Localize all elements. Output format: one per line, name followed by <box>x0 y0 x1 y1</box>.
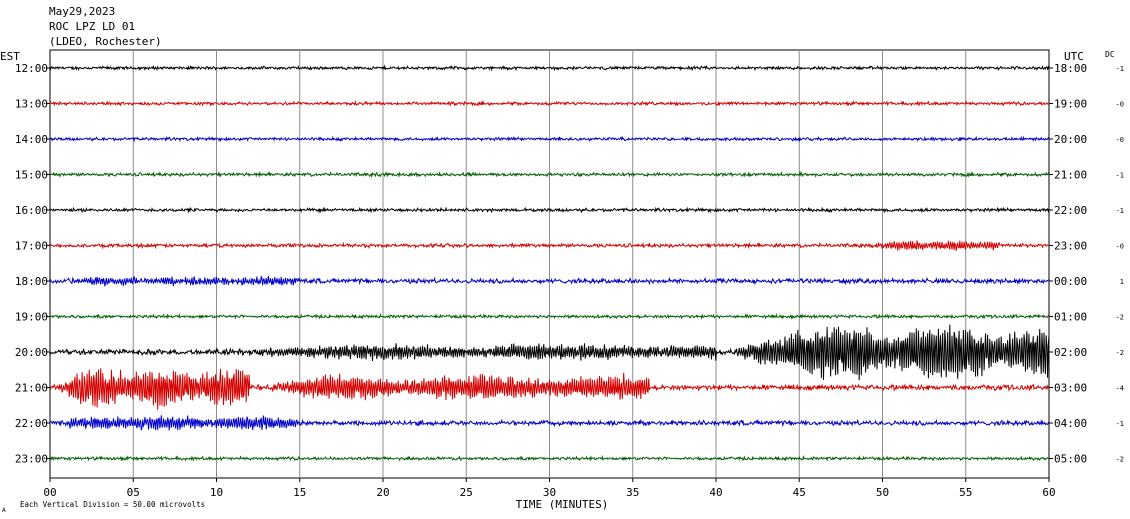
x-tick-label-35: 35 <box>626 486 639 499</box>
tick-layer: 00 05 10 15 20 25 30 35 40 45 50 55 60 <box>43 478 1056 499</box>
est-hour-label: 15:00 <box>15 169 48 182</box>
utc-axis-label: UTC <box>1064 50 1084 63</box>
dc-offset-label: -2 <box>1116 456 1124 464</box>
dc-offset-label: -0 <box>1116 243 1124 251</box>
trace-2200 <box>49 415 1050 431</box>
est-hour-label: 14:00 <box>15 133 48 146</box>
utc-hour-label: 19:00 <box>1054 98 1087 111</box>
x-tick-label-50: 50 <box>876 486 889 499</box>
dc-offset-label: -1 <box>1116 65 1124 73</box>
trace-2300 <box>49 454 1050 462</box>
network-label: (LDEO, Rochester) <box>49 35 162 48</box>
dc-offset-label: -1 <box>1116 207 1124 215</box>
est-hour-label: 22:00 <box>15 417 48 430</box>
est-hour-label: 20:00 <box>15 346 48 359</box>
dc-offset-label: -4 <box>1116 385 1124 393</box>
est-hour-label: 21:00 <box>15 382 48 395</box>
station-label: ROC LPZ LD 01 <box>49 20 135 33</box>
x-tick-label-60: 60 <box>1042 486 1055 499</box>
x-axis-title: TIME (MINUTES) <box>516 498 609 511</box>
trace-2000 <box>49 324 1050 381</box>
utc-hour-label: 01:00 <box>1054 311 1087 324</box>
est-hour-label: 16:00 <box>15 204 48 217</box>
utc-hour-label: 18:00 <box>1054 62 1087 75</box>
x-tick-label-45: 45 <box>793 486 806 499</box>
trace-1600 <box>49 206 1050 214</box>
scale-note: Each Vertical Division = 50.00 microvolt… <box>20 500 205 509</box>
x-tick-label-20: 20 <box>376 486 389 499</box>
date-label: May29,2023 <box>49 5 115 18</box>
utc-hour-label: 21:00 <box>1054 169 1087 182</box>
x-tick-label-05: 05 <box>127 486 140 499</box>
est-hour-label: 12:00 <box>15 62 48 75</box>
trace-2100 <box>49 368 1050 410</box>
utc-hour-label: 00:00 <box>1054 275 1087 288</box>
x-tick-label-00: 00 <box>43 486 56 499</box>
trace-1200 <box>49 64 1050 72</box>
dc-offset-label: -1 <box>1116 172 1124 180</box>
utc-hour-label: 22:00 <box>1054 204 1087 217</box>
trace-1500 <box>49 170 1050 179</box>
dc-offset-label: -0 <box>1116 101 1124 109</box>
est-hour-label: 13:00 <box>15 98 48 111</box>
utc-hour-label: 03:00 <box>1054 382 1087 395</box>
grid-layer <box>132 50 967 478</box>
x-tick-label-25: 25 <box>460 486 473 499</box>
est-hour-label: 17:00 <box>15 240 48 253</box>
corner-mark: A <box>2 507 6 514</box>
dc-offset-label: -2 <box>1116 314 1124 322</box>
dc-label: DC <box>1105 50 1115 59</box>
dc-offset-label: 1 <box>1120 278 1124 286</box>
trace-1400 <box>49 135 1050 143</box>
x-tick-label-15: 15 <box>293 486 306 499</box>
x-tick-label-40: 40 <box>709 486 722 499</box>
est-hour-label: 18:00 <box>15 275 48 288</box>
label-layer: 12:00 18:00 -1 13:00 19:00 -0 14:00 20:00 -0 15:0… <box>15 62 1124 466</box>
trace-1300 <box>49 99 1050 107</box>
utc-hour-label: 05:00 <box>1054 453 1087 466</box>
utc-hour-label: 02:00 <box>1054 346 1087 359</box>
utc-hour-label: 23:00 <box>1054 240 1087 253</box>
trace-1800 <box>49 275 1050 287</box>
x-tick-label-55: 55 <box>959 486 972 499</box>
utc-hour-label: 20:00 <box>1054 133 1087 146</box>
trace-1700 <box>49 240 1050 251</box>
est-hour-label: 19:00 <box>15 311 48 324</box>
x-tick-label-30: 30 <box>543 486 556 499</box>
x-tick-label-10: 10 <box>210 486 223 499</box>
trace-1900 <box>49 313 1050 320</box>
est-axis-label: EST <box>0 50 20 63</box>
est-hour-label: 23:00 <box>15 453 48 466</box>
dc-offset-label: -0 <box>1116 136 1124 144</box>
dc-offset-label: -1 <box>1116 420 1124 428</box>
trace-layer <box>49 64 1050 462</box>
dc-offset-label: -2 <box>1116 349 1124 357</box>
utc-hour-label: 04:00 <box>1054 417 1087 430</box>
